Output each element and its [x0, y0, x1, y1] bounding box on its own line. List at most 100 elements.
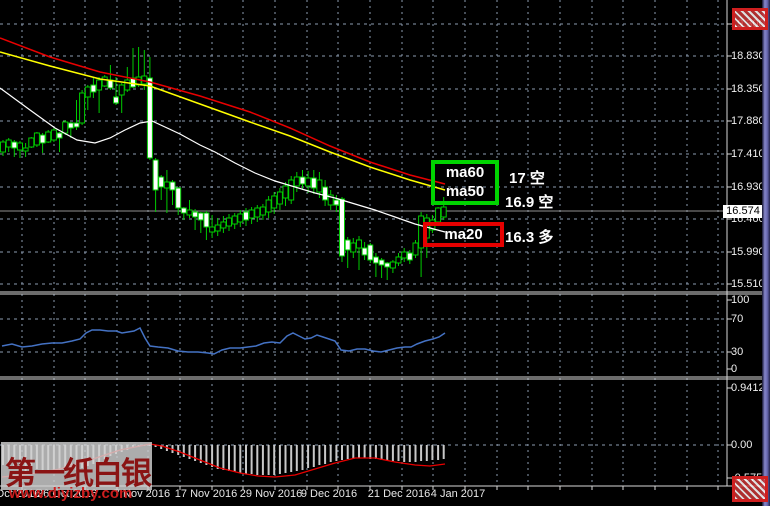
date-axis-label: Oct 2016 [0, 488, 41, 500]
candle-body [395, 256, 402, 264]
candle-body [237, 213, 244, 223]
rsi-indicator [1, 326, 446, 355]
watermark-url: www.diyizby.com [9, 485, 133, 502]
candle-body [339, 198, 345, 257]
vertical-scrollbar[interactable] [762, 0, 770, 506]
candle-body [28, 137, 35, 148]
candle-body [288, 179, 295, 201]
candle-body [62, 121, 69, 134]
candle-body [45, 131, 52, 143]
candle-body [367, 244, 374, 261]
ma50-label: ma50 [445, 183, 485, 200]
candle-body [73, 122, 80, 128]
ma50-line [0, 51, 446, 191]
rsi-axis-label: 30 [731, 346, 744, 358]
candle-body [158, 176, 165, 188]
candle-body [56, 132, 63, 139]
candle-body [192, 211, 199, 218]
candle-body [293, 176, 300, 187]
candle-body [209, 226, 216, 233]
price-axis-label: 16.930 [731, 181, 765, 193]
candle-body [322, 186, 329, 201]
candle-body [361, 247, 368, 256]
candle-body [203, 212, 210, 228]
candle-body [406, 252, 413, 261]
candle-body [214, 224, 221, 232]
corner-stamp-top-right [732, 8, 768, 30]
candle-body [79, 92, 86, 124]
candle-body [0, 141, 6, 153]
candle-body [412, 242, 419, 256]
candle-body [401, 251, 408, 259]
price-axis-label: 18.350 [731, 83, 765, 95]
annotation-box-ma20: ma20 [423, 222, 504, 247]
rsi-axis-label: 0 [731, 363, 738, 375]
candle-body [17, 142, 23, 151]
candle-body [113, 96, 119, 104]
candle-body [180, 207, 187, 214]
candle-body [305, 177, 312, 187]
macd-axis-label: 0.9412 [731, 382, 765, 394]
candle-body [372, 256, 379, 264]
candle-body [259, 206, 266, 216]
date-axis-label: 9 Dec 2016 [300, 488, 358, 500]
candle-body [186, 209, 193, 216]
candle-body [226, 217, 232, 227]
date-axis-label: 4 Jan 2017 [430, 488, 486, 500]
ma60 [0, 37, 446, 185]
ma20 [0, 87, 446, 233]
candle-body [282, 185, 289, 199]
candle-body [96, 79, 103, 91]
watermark-background [1, 442, 152, 490]
panel-borders [0, 0, 762, 487]
candle-body [356, 239, 362, 249]
date-axis-label: 29 Nov 2016 [239, 488, 303, 500]
ma50-note: 16.9 空 [505, 194, 554, 211]
candle-body [299, 176, 306, 185]
candle-body [350, 242, 357, 253]
candle-body [389, 261, 396, 269]
rsi-axis-label: 100 [731, 294, 750, 306]
candle-body [344, 239, 351, 251]
ma20-note: 16.3 多 [505, 229, 554, 246]
corner-stamp-bottom-right [732, 476, 768, 502]
candle-body [248, 209, 255, 219]
candle-body [22, 147, 29, 152]
candles-layer [0, 47, 447, 280]
candle-body [220, 221, 227, 229]
candle-body [327, 194, 334, 206]
price-axis-label: 18.830 [731, 50, 765, 62]
rsi-line [1, 326, 446, 355]
candle-body [163, 181, 170, 189]
watermark-title: 第一纸白银 [5, 456, 152, 491]
candle-body [50, 129, 57, 141]
candle-body [101, 76, 108, 87]
rsi-axis-label: 70 [731, 313, 744, 325]
candle-body [84, 86, 91, 98]
candle-body [33, 132, 40, 146]
candle-body [39, 134, 46, 144]
ma50 [0, 51, 446, 191]
candle-body [265, 199, 272, 213]
date-axis-label: 21 Dec 2016 [367, 488, 431, 500]
candle-body [67, 122, 74, 129]
candle-body [197, 212, 204, 221]
candle-body [435, 207, 442, 223]
ma60-label: ma60 [445, 164, 485, 181]
candle-body [5, 139, 12, 148]
candle-body [231, 215, 238, 225]
date-axis-label: 7 Nov 2016 [113, 488, 171, 500]
grid-lines [0, 0, 727, 486]
candle-body [146, 77, 153, 159]
candle-body [118, 84, 125, 96]
date-axis-label: 17 Nov 2016 [174, 488, 238, 500]
candle-body [316, 179, 323, 193]
candle-body [440, 206, 447, 218]
candle-body [276, 191, 283, 205]
candle-body [378, 259, 385, 266]
ma20-label: ma20 [444, 226, 483, 243]
candle-body [254, 207, 261, 218]
candle-body [271, 195, 278, 209]
ma20-line [0, 87, 446, 233]
